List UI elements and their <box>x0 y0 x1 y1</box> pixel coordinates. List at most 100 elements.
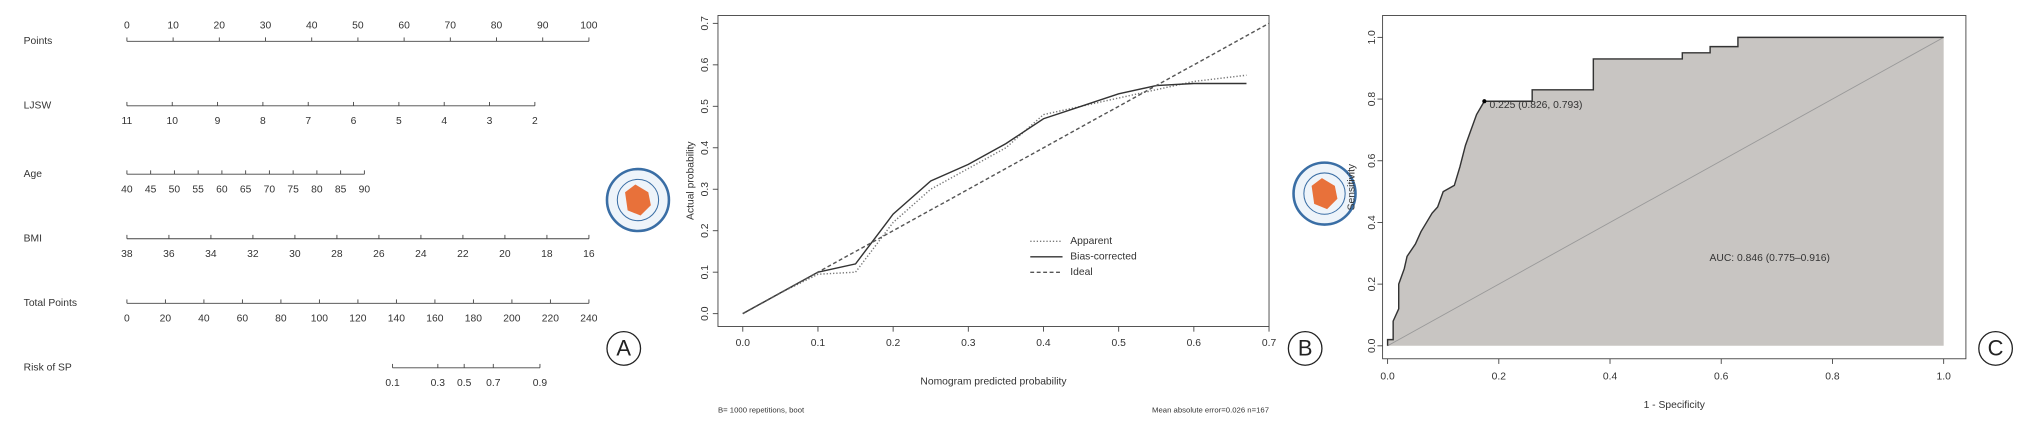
x-tick-label: 1.0 <box>1936 372 1951 383</box>
panel-label-circle <box>1287 331 1323 366</box>
tick-label: 100 <box>311 313 328 324</box>
x-tick-label: 0.6 <box>1187 338 1202 349</box>
tick-label: 70 <box>445 21 457 32</box>
panel-label-circle <box>606 331 642 366</box>
y-tick-label: 0.6 <box>700 57 711 72</box>
tick-label: 180 <box>465 313 482 324</box>
tick-label: 45 <box>145 184 157 195</box>
tick-label: 3 <box>487 116 493 127</box>
tick-label: 0.5 <box>457 378 472 389</box>
y-tick-label: 0.1 <box>700 265 711 280</box>
series-line <box>742 82 1247 315</box>
legend-label: Bias-corrected <box>1070 252 1137 263</box>
panel-label-circle <box>1978 331 2014 366</box>
tick-label: 20 <box>499 249 511 260</box>
y-tick-label: 1.0 <box>1367 30 1378 45</box>
tick-label: 6 <box>351 116 357 127</box>
tick-label: 26 <box>373 249 385 260</box>
x-tick-label: 0.3 <box>961 338 976 349</box>
row-label: Risk of SP <box>24 363 72 374</box>
x-tick-label: 0.5 <box>1111 338 1126 349</box>
tick-label: 2 <box>532 116 538 127</box>
y-tick-label: 0.2 <box>700 223 711 238</box>
tick-label: 28 <box>331 249 343 260</box>
logo <box>605 167 671 233</box>
y-tick-label: 0.0 <box>700 306 711 321</box>
y-tick-label: 0.6 <box>1367 153 1378 168</box>
auc-text: AUC: 0.846 (0.775–0.916) <box>1710 253 1830 264</box>
x-tick-label: 0.8 <box>1825 372 1840 383</box>
y-tick-label: 0.7 <box>700 16 711 31</box>
best-point <box>1482 99 1487 104</box>
footnote: B= 1000 repetitions, boot <box>718 405 805 414</box>
reference-diagonal <box>1387 36 1944 347</box>
row-label: Age <box>24 169 43 180</box>
tick-label: 40 <box>121 184 133 195</box>
tick-label: 36 <box>163 249 175 260</box>
tick-label: 4 <box>441 116 447 127</box>
x-tick-label: 0.6 <box>1714 372 1729 383</box>
tick-label: 100 <box>580 21 597 32</box>
tick-label: 8 <box>260 116 266 127</box>
tick-label: 30 <box>289 249 301 260</box>
tick-label: 160 <box>426 313 443 324</box>
tick-label: 50 <box>169 184 181 195</box>
row-label: LJSW <box>24 101 52 112</box>
tick-label: 80 <box>491 21 503 32</box>
tick-label: 0.3 <box>431 378 446 389</box>
roc-curve <box>1386 36 1944 346</box>
tick-label: 55 <box>192 184 204 195</box>
tick-label: 40 <box>306 21 318 32</box>
tick-label: 22 <box>457 249 469 260</box>
tick-label: 20 <box>214 21 226 32</box>
tick-label: 140 <box>388 313 405 324</box>
tick-label: 24 <box>415 249 427 260</box>
tick-label: 10 <box>166 116 178 127</box>
y-tick-label: 0.4 <box>700 140 711 155</box>
x-tick-label: 0.0 <box>1380 372 1395 383</box>
series-line <box>742 74 1247 315</box>
x-tick-label: 0.4 <box>1036 338 1051 349</box>
tick-label: 38 <box>121 249 133 260</box>
x-tick-label: 0.7 <box>1262 338 1277 349</box>
y-tick-label: 0.8 <box>1367 92 1378 107</box>
logo <box>1292 161 1357 226</box>
plot-frame <box>1382 15 1967 360</box>
tick-label: 120 <box>349 313 366 324</box>
tick-label: 65 <box>240 184 252 195</box>
panel-label: B <box>1298 336 1313 361</box>
tick-label: 70 <box>264 184 276 195</box>
tick-label: 50 <box>352 21 364 32</box>
x-tick-label: 0.2 <box>886 338 901 349</box>
tick-label: 200 <box>503 313 520 324</box>
row-label: Points <box>24 36 53 47</box>
x-axis-title: 1 - Specificity <box>1644 400 1706 411</box>
tick-label: 0.7 <box>486 378 501 389</box>
tick-label: 75 <box>287 184 299 195</box>
x-axis-title: Nomogram predicted probability <box>920 377 1067 388</box>
tick-label: 60 <box>216 184 228 195</box>
x-tick-label: 0.4 <box>1603 372 1618 383</box>
tick-label: 240 <box>580 313 597 324</box>
y-tick-label: 0.3 <box>700 182 711 197</box>
plot-frame <box>717 15 1270 327</box>
tick-label: 9 <box>215 116 221 127</box>
tick-label: 0.1 <box>385 378 400 389</box>
row-label: BMI <box>24 233 42 244</box>
tick-label: 34 <box>205 249 217 260</box>
tick-label: 40 <box>198 313 210 324</box>
y-axis-title: Actual probability <box>686 141 697 220</box>
tick-label: 16 <box>583 249 595 260</box>
tick-label: 60 <box>398 21 410 32</box>
x-tick-label: 0.0 <box>736 338 751 349</box>
tick-label: 60 <box>237 313 249 324</box>
y-tick-label: 0.0 <box>1367 338 1378 353</box>
tick-label: 0 <box>124 313 130 324</box>
y-tick-label: 0.5 <box>700 99 711 114</box>
y-axis-title: Sensitivity <box>1346 163 1357 210</box>
tick-label: 220 <box>542 313 559 324</box>
legend-label: Apparent <box>1070 236 1112 247</box>
tick-label: 85 <box>335 184 347 195</box>
